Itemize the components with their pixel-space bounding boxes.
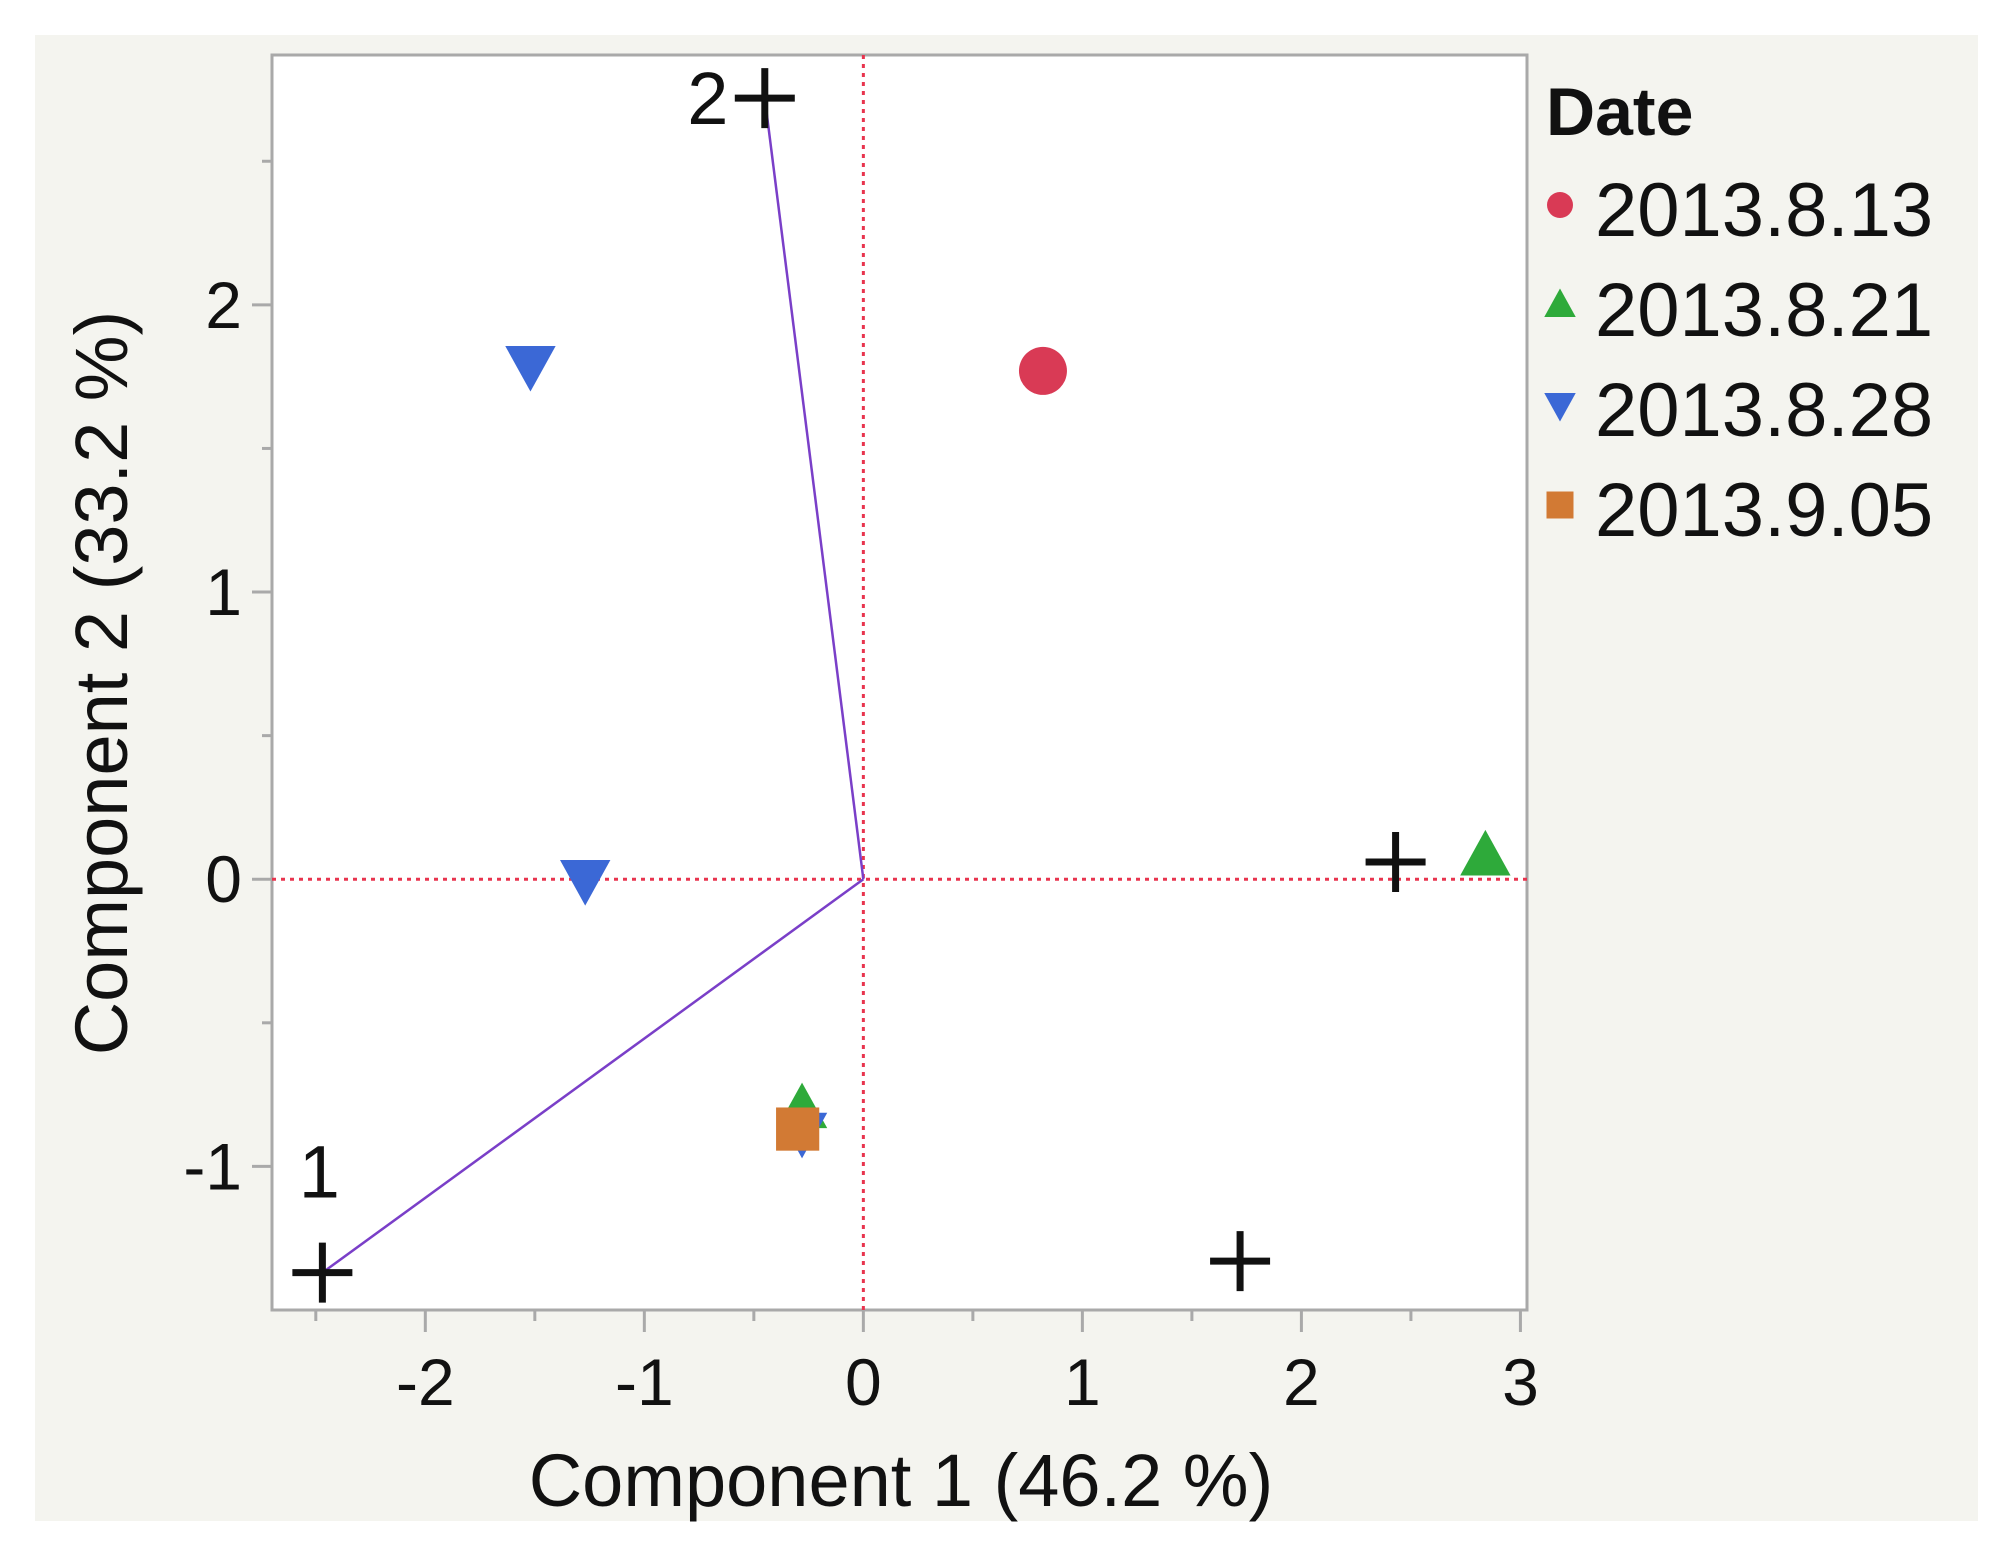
data-point-2013-8-28-1	[560, 860, 611, 906]
plus-marker-1	[734, 68, 795, 129]
legend-title: Date	[1546, 74, 1693, 150]
plus-marker-3	[1210, 1231, 1271, 1292]
legend-marker-2013-8-21	[1544, 288, 1576, 317]
y-axis-title: Component 2 (33.2 %)	[60, 311, 143, 1056]
x-tick-label: 2	[1283, 1345, 1320, 1419]
x-axis-title: Component 1 (46.2 %)	[529, 1439, 1274, 1522]
y-tick-label: 2	[205, 268, 242, 342]
data-point-2013-8-13-0	[1018, 346, 1067, 395]
legend-label-2013-8-21: 2013.8.21	[1595, 268, 1933, 353]
reference-lines	[272, 55, 1527, 1310]
loading-vectors: 12	[299, 57, 865, 1274]
legend-marker-2013-8-13	[1547, 192, 1573, 218]
loading-vector-1	[321, 878, 865, 1274]
plus-marker-0	[292, 1242, 353, 1303]
loading-markers	[292, 68, 1426, 1303]
legend-label-2013-8-13: 2013.8.13	[1595, 168, 1933, 253]
vector-label-2: 2	[687, 57, 728, 140]
x-tick-label: 0	[845, 1345, 882, 1419]
legend-label-2013-9-05: 2013.9.05	[1595, 468, 1933, 553]
legend-label-2013-8-28: 2013.8.28	[1595, 368, 1933, 453]
data-points	[505, 345, 1511, 1159]
x-tick-label: 1	[1064, 1345, 1101, 1419]
plot-area	[270, 53, 1529, 1312]
x-tick-label: 3	[1502, 1345, 1539, 1419]
plus-marker-2	[1365, 831, 1426, 892]
legend-marker-2013-9-05	[1546, 491, 1574, 519]
loading-vector-2	[763, 97, 865, 880]
vector-label-1: 1	[299, 1131, 340, 1214]
x-axis: -2 -1 0 1 2 3	[314, 1310, 1539, 1419]
data-point-2013-9-05-0	[776, 1107, 820, 1151]
legend-marker-2013-8-28	[1544, 393, 1576, 422]
y-axis: -1 0 1 2	[183, 159, 272, 1203]
data-point-2013-8-28-0	[505, 345, 556, 392]
x-tick-label: -2	[396, 1345, 455, 1419]
legend: Date 2013.8.13 2013.8.21 2013.8.28 2013.9.0…	[1544, 74, 1933, 553]
data-point-2013-8-21-0	[1460, 829, 1511, 876]
y-tick-label: 0	[205, 842, 242, 916]
x-tick-label: -1	[615, 1345, 674, 1419]
y-tick-label: -1	[183, 1129, 242, 1203]
y-tick-label: 1	[205, 555, 242, 629]
